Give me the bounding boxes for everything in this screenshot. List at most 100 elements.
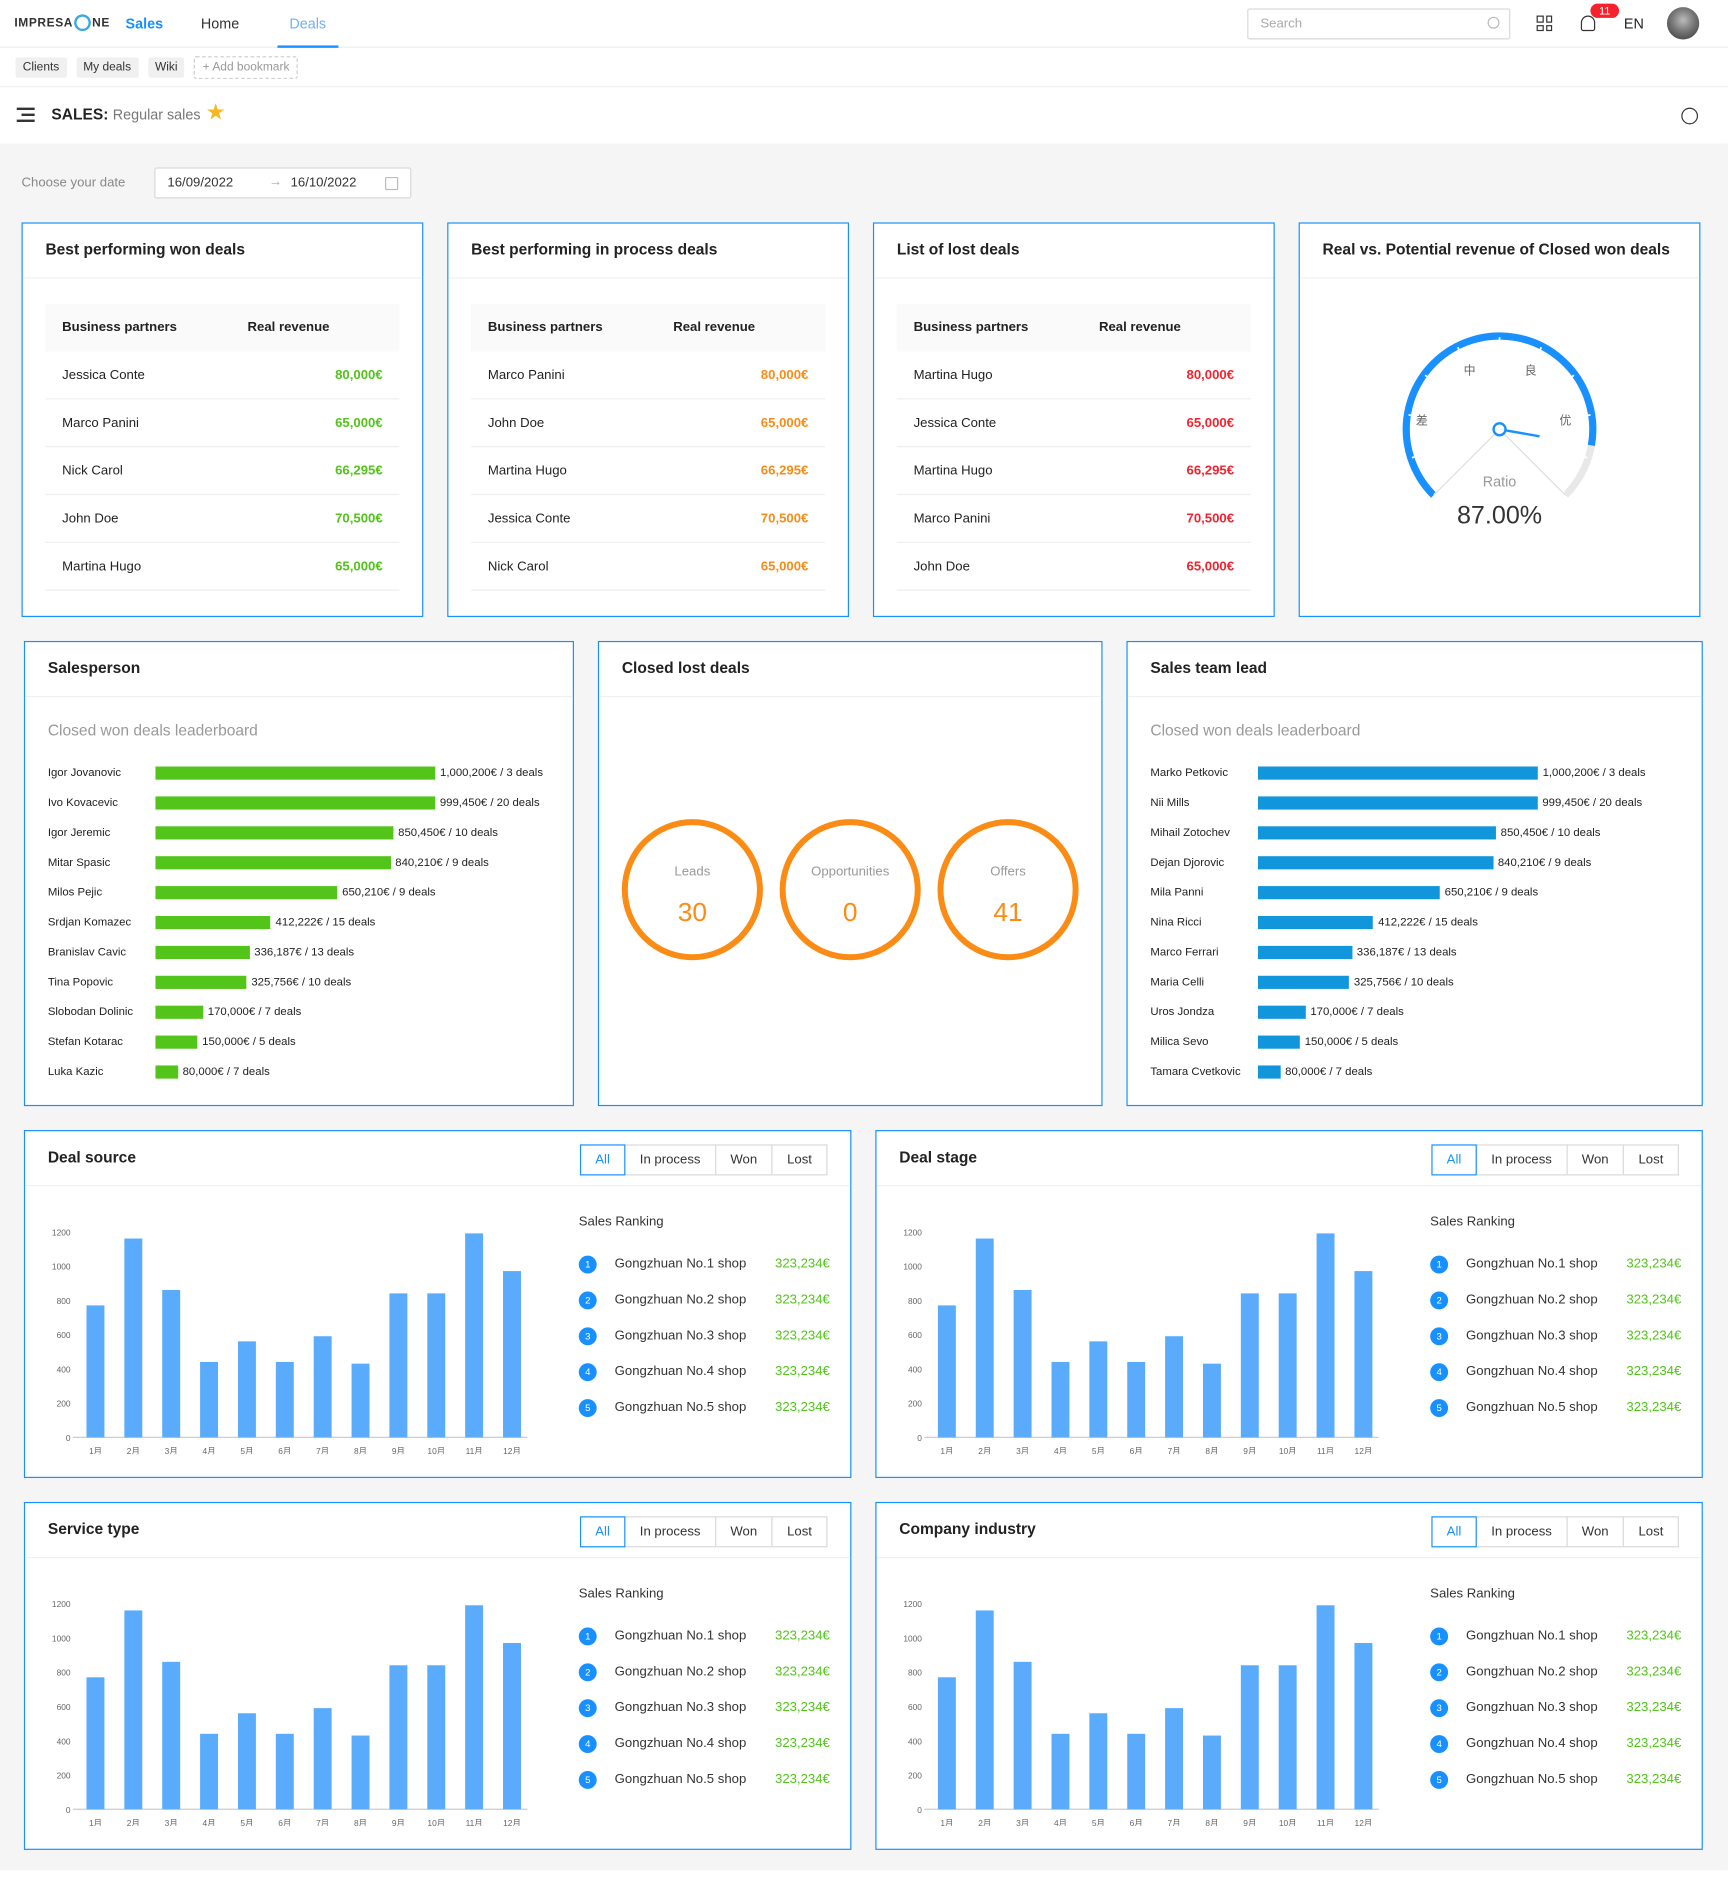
ranking-item[interactable]: 2 Gongzhuan No.2 shop 323,234€ [1430, 1661, 1681, 1685]
offers-circle[interactable]: Offers 41 [937, 819, 1079, 961]
filter-all[interactable]: All [1431, 1516, 1477, 1548]
leaderboard-row[interactable]: Milos Pejic 650,210€ / 9 deals [48, 881, 574, 911]
leaderboard-row[interactable]: Uros Jondza 170,000€ / 7 deals [1150, 1001, 1676, 1031]
favorite-star-icon[interactable]: ★ [205, 100, 227, 126]
filter-lost[interactable]: Lost [771, 1144, 828, 1176]
bar[interactable] [1127, 1733, 1146, 1810]
table-row[interactable]: Nick Carol 66,295€ [45, 447, 400, 496]
bookmark-clients[interactable]: Clients [15, 56, 67, 78]
dashboard-icon[interactable] [1681, 107, 1699, 125]
bookmark-my-deals[interactable]: My deals [76, 56, 139, 78]
leaderboard-row[interactable]: Tamara Cvetkovic 80,000€ / 7 deals [1150, 1061, 1676, 1091]
leaderboard-row[interactable]: Slobodan Dolinic 170,000€ / 7 deals [48, 1001, 574, 1031]
table-row[interactable]: Nick Carol 65,000€ [471, 543, 826, 591]
bar[interactable] [465, 1605, 484, 1810]
filter-in-process[interactable]: In process [624, 1516, 717, 1548]
table-row[interactable]: Martina Hugo 80,000€ [896, 352, 1251, 400]
ranking-item[interactable]: 3 Gongzhuan No.3 shop 323,234€ [578, 1325, 830, 1349]
table-row[interactable]: John Doe 70,500€ [45, 495, 400, 543]
bar[interactable] [351, 1363, 370, 1438]
bar[interactable] [1089, 1713, 1108, 1810]
add-bookmark-button[interactable]: + Add bookmark [194, 55, 298, 79]
ranking-item[interactable]: 5 Gongzhuan No.5 shop 323,234€ [578, 1769, 830, 1793]
table-row[interactable]: Jessica Conte 80,000€ [45, 352, 400, 400]
bar[interactable] [1240, 1293, 1259, 1438]
filter-all[interactable]: All [579, 1144, 626, 1176]
bar[interactable] [1127, 1361, 1146, 1438]
calendar-icon[interactable] [385, 176, 399, 191]
bar[interactable] [1051, 1733, 1070, 1810]
language-switch[interactable]: EN [1623, 15, 1644, 33]
ranking-item[interactable]: 3 Gongzhuan No.3 shop 323,234€ [1430, 1697, 1681, 1721]
bar[interactable] [86, 1305, 105, 1438]
bar[interactable] [1354, 1642, 1373, 1810]
ranking-item[interactable]: 1 Gongzhuan No.1 shop 323,234€ [1430, 1625, 1681, 1649]
ranking-item[interactable]: 1 Gongzhuan No.1 shop 323,234€ [578, 1625, 830, 1649]
ranking-item[interactable]: 5 Gongzhuan No.5 shop 323,234€ [1430, 1397, 1681, 1421]
brand-logo[interactable]: IMPRESA NE [14, 14, 110, 32]
table-row[interactable]: Martina Hugo 66,295€ [471, 447, 826, 496]
bar[interactable] [389, 1665, 408, 1810]
leaderboard-row[interactable]: Nii Mills 999,450€ / 20 deals [1150, 792, 1676, 822]
ranking-item[interactable]: 2 Gongzhuan No.2 shop 323,234€ [578, 1661, 830, 1685]
nav-deals[interactable]: Deals [277, 0, 339, 48]
bar[interactable] [389, 1293, 408, 1438]
bar[interactable] [503, 1271, 521, 1438]
ranking-item[interactable]: 3 Gongzhuan No.3 shop 323,234€ [578, 1697, 830, 1721]
date-range-picker[interactable]: 16/09/2022 → 16/10/2022 [154, 167, 412, 199]
ranking-item[interactable]: 1 Gongzhuan No.1 shop 323,234€ [1430, 1253, 1681, 1277]
bar[interactable] [124, 1238, 143, 1438]
bar[interactable] [1051, 1361, 1070, 1438]
leaderboard-row[interactable]: Stefan Kotarac 150,000€ / 5 deals [48, 1031, 574, 1061]
menu-toggle-icon[interactable] [16, 107, 35, 122]
filter-all[interactable]: All [1431, 1144, 1477, 1176]
bar[interactable] [275, 1733, 294, 1810]
filter-won[interactable]: Won [714, 1144, 773, 1176]
bar[interactable] [1278, 1665, 1297, 1810]
ranking-item[interactable]: 5 Gongzhuan No.5 shop 323,234€ [1430, 1769, 1681, 1793]
ranking-item[interactable]: 2 Gongzhuan No.2 shop 323,234€ [578, 1289, 830, 1313]
leaderboard-row[interactable]: Mila Panni 650,210€ / 9 deals [1150, 881, 1676, 911]
ranking-item[interactable]: 4 Gongzhuan No.4 shop 323,234€ [578, 1733, 830, 1757]
ranking-item[interactable]: 4 Gongzhuan No.4 shop 323,234€ [578, 1361, 830, 1385]
filter-lost[interactable]: Lost [771, 1516, 828, 1548]
bar[interactable] [1013, 1661, 1032, 1810]
filter-in-process[interactable]: In process [1475, 1144, 1568, 1176]
filter-in-process[interactable]: In process [1475, 1516, 1568, 1548]
table-row[interactable]: Jessica Conte 65,000€ [896, 399, 1251, 448]
bookmark-wiki[interactable]: Wiki [147, 56, 185, 78]
opportunities-circle[interactable]: Opportunities 0 [779, 819, 921, 961]
bar[interactable] [237, 1713, 256, 1810]
bar[interactable] [351, 1735, 370, 1810]
bell-icon[interactable] [1580, 15, 1596, 32]
bar[interactable] [1202, 1363, 1221, 1438]
leaderboard-row[interactable]: Mitar Spasic 840,210€ / 9 deals [48, 851, 574, 881]
filter-in-process[interactable]: In process [624, 1144, 717, 1176]
leads-circle[interactable]: Leads 30 [621, 819, 763, 961]
bar[interactable] [427, 1293, 446, 1438]
bar[interactable] [162, 1661, 181, 1810]
leaderboard-row[interactable]: Marco Ferrari 336,187€ / 13 deals [1150, 941, 1676, 971]
ranking-item[interactable]: 1 Gongzhuan No.1 shop 323,234€ [578, 1253, 830, 1277]
table-row[interactable]: Marco Panini 70,500€ [896, 495, 1251, 543]
ranking-item[interactable]: 2 Gongzhuan No.2 shop 323,234€ [1430, 1289, 1681, 1313]
table-row[interactable]: Marco Panini 80,000€ [471, 352, 826, 400]
filter-lost[interactable]: Lost [1622, 1516, 1679, 1548]
bar[interactable] [237, 1341, 256, 1438]
bar[interactable] [313, 1708, 332, 1810]
bar[interactable] [1354, 1271, 1373, 1438]
filter-won[interactable]: Won [1566, 1144, 1625, 1176]
ranking-item[interactable]: 4 Gongzhuan No.4 shop 323,234€ [1430, 1733, 1681, 1757]
bar[interactable] [975, 1610, 994, 1810]
table-row[interactable]: John Doe 65,000€ [896, 543, 1251, 591]
bar[interactable] [937, 1677, 956, 1810]
leaderboard-row[interactable]: Milica Sevo 150,000€ / 5 deals [1150, 1031, 1676, 1061]
bar[interactable] [427, 1665, 446, 1810]
bar[interactable] [1278, 1293, 1297, 1438]
leaderboard-row[interactable]: Maria Celli 325,756€ / 10 deals [1150, 971, 1676, 1001]
table-row[interactable]: Marco Panini 65,000€ [45, 399, 400, 448]
table-row[interactable]: John Doe 65,000€ [471, 399, 826, 448]
leaderboard-row[interactable]: Dejan Djorovic 840,210€ / 9 deals [1150, 851, 1676, 881]
leaderboard-row[interactable]: Branislav Cavic 336,187€ / 13 deals [48, 941, 574, 971]
bar[interactable] [200, 1733, 219, 1810]
